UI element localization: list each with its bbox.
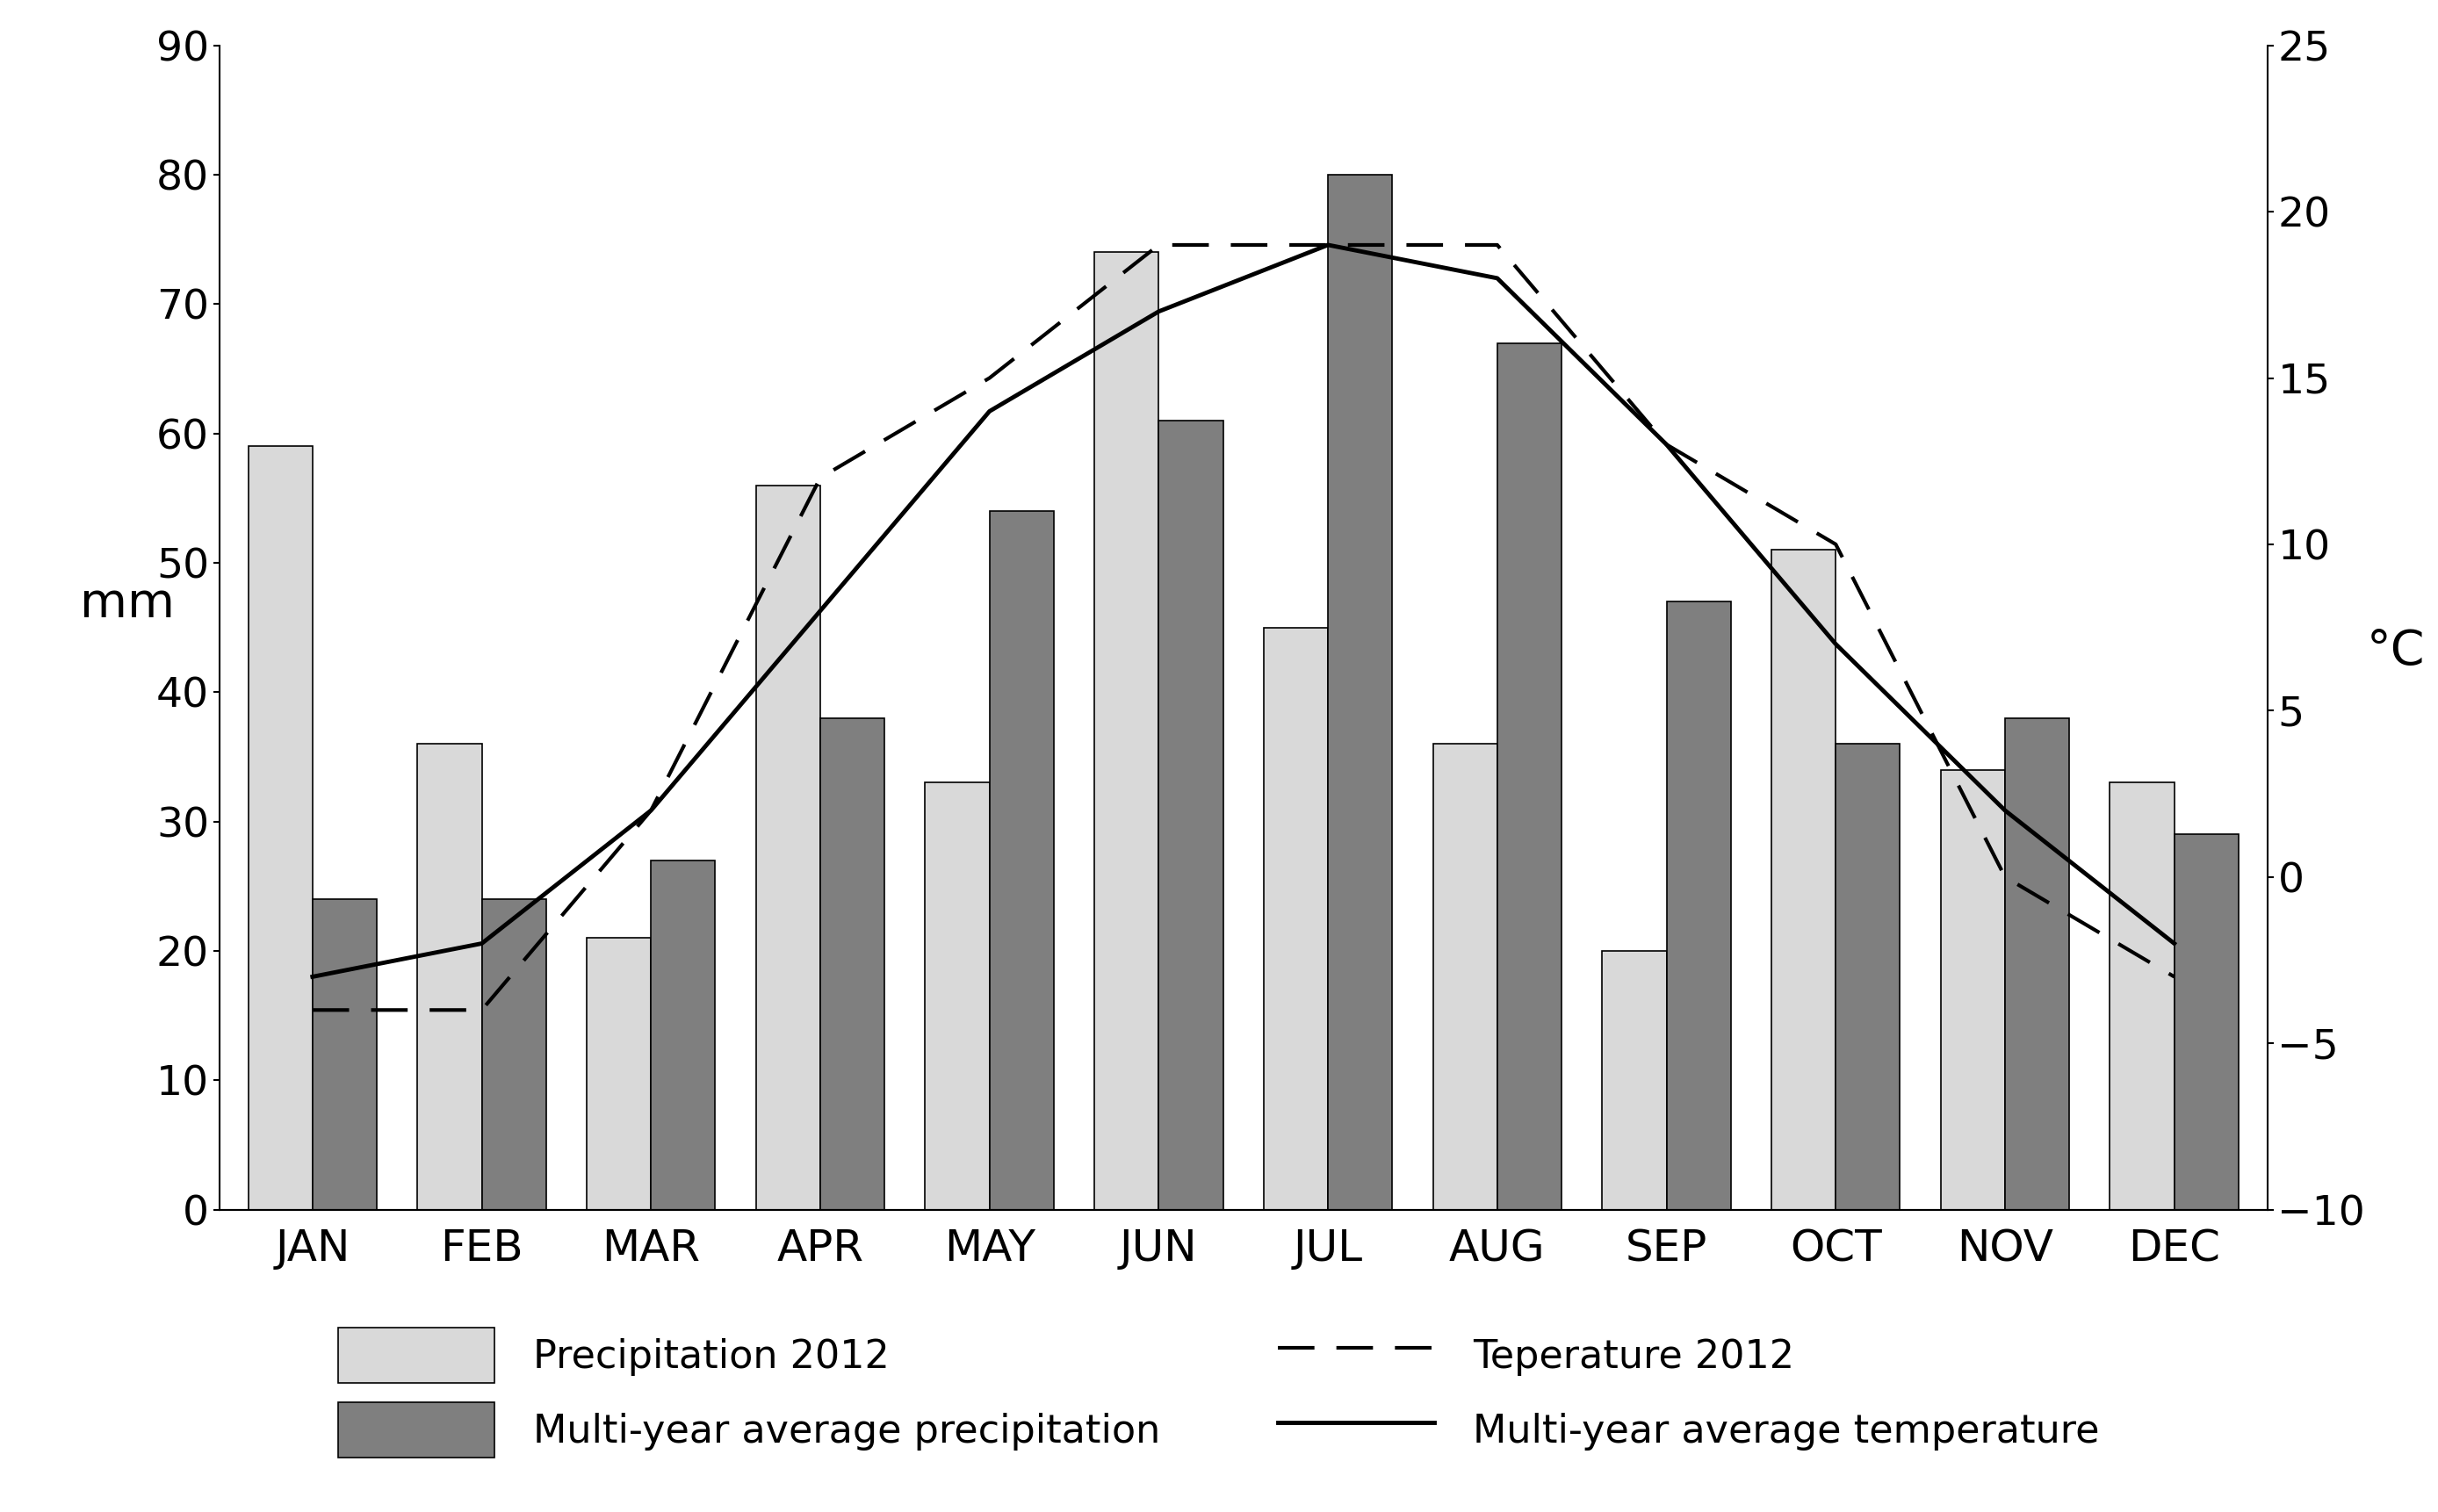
Bar xyxy=(1602,951,1668,1210)
Bar xyxy=(924,783,990,1210)
Bar xyxy=(819,718,885,1210)
Bar xyxy=(2109,783,2175,1210)
Bar xyxy=(249,446,312,1210)
Bar xyxy=(1836,744,1899,1210)
Bar xyxy=(417,744,483,1210)
Legend: Precipitation 2012, Multi-year average precipitation, Teperature 2012, Multi-yea: Precipitation 2012, Multi-year average p… xyxy=(319,1308,2119,1477)
Y-axis label: mm: mm xyxy=(80,581,176,627)
Bar xyxy=(990,511,1053,1210)
Bar xyxy=(1434,744,1497,1210)
Bar xyxy=(2175,835,2238,1210)
Bar xyxy=(1329,175,1392,1210)
Bar xyxy=(756,485,819,1210)
Bar xyxy=(1772,550,1836,1210)
Bar xyxy=(1497,343,1563,1210)
Y-axis label: °C: °C xyxy=(2367,627,2426,674)
Bar xyxy=(588,937,651,1210)
Bar xyxy=(1668,602,1731,1210)
Bar xyxy=(1941,770,2004,1210)
Bar xyxy=(651,860,714,1210)
Bar xyxy=(312,900,378,1210)
Bar xyxy=(1095,253,1158,1210)
Bar xyxy=(1158,420,1224,1210)
Bar xyxy=(2004,718,2070,1210)
Bar xyxy=(1263,627,1329,1210)
Bar xyxy=(483,900,546,1210)
